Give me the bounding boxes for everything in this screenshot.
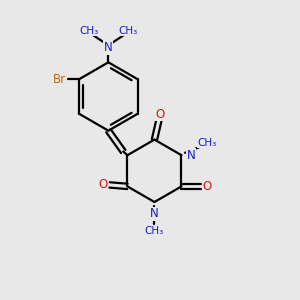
Text: CH₃: CH₃	[80, 26, 99, 35]
Text: Br: Br	[53, 73, 66, 86]
Text: O: O	[98, 178, 108, 191]
Text: N: N	[187, 149, 196, 162]
Text: O: O	[156, 108, 165, 121]
Text: N: N	[150, 207, 159, 220]
Text: O: O	[203, 180, 212, 193]
Text: CH₃: CH₃	[118, 26, 137, 35]
Text: CH₃: CH₃	[145, 226, 164, 236]
Text: CH₃: CH₃	[197, 138, 216, 148]
Text: N: N	[104, 41, 113, 54]
